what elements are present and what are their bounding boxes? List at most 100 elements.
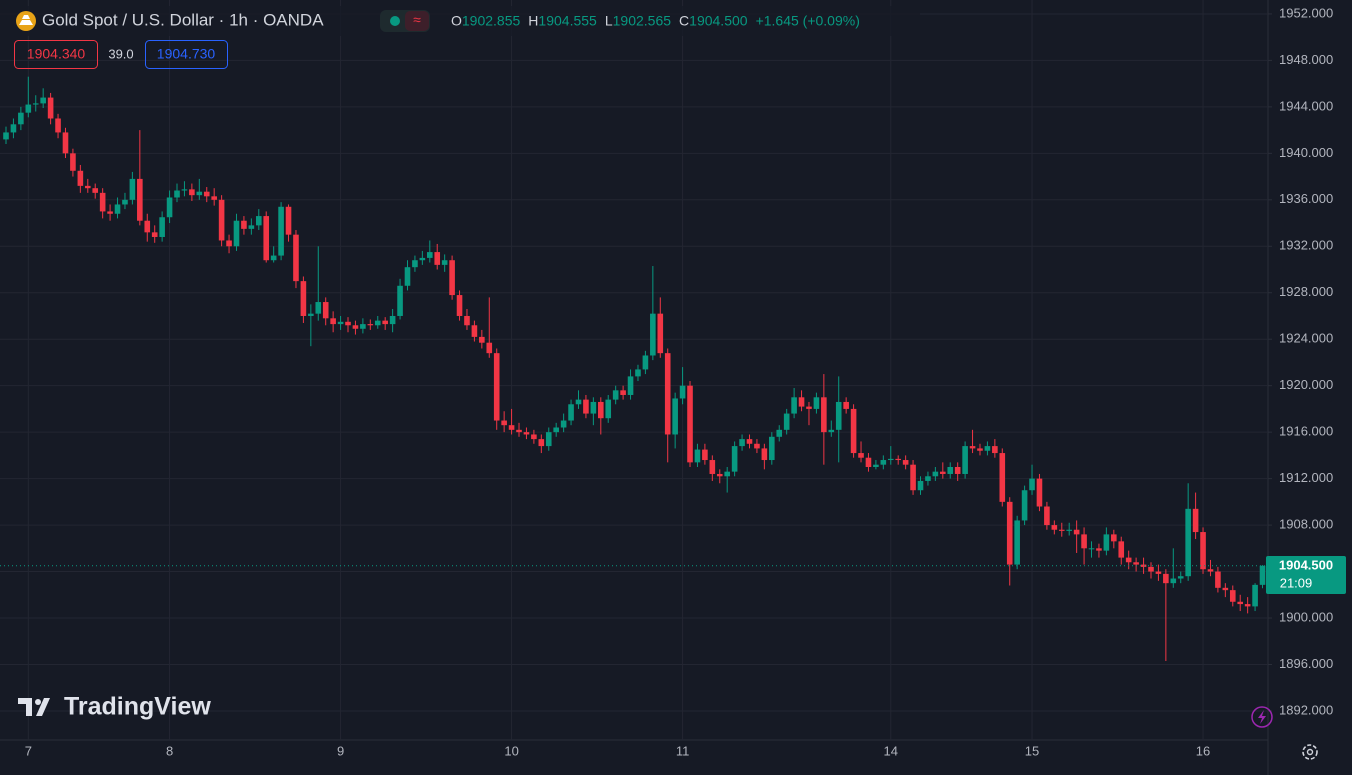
bar-countdown: 21:09 [1280, 575, 1313, 590]
candle-body [464, 315, 470, 326]
candle-body [1029, 478, 1035, 491]
candle-body [835, 401, 842, 430]
candle-body [850, 408, 857, 454]
candle-body [426, 252, 433, 258]
symbol-icon-bars [19, 15, 33, 25]
y-tick-label: 1940.000 [1279, 145, 1333, 160]
candle-body [917, 480, 924, 491]
change: +1.645 (+0.09%) [756, 13, 860, 29]
candle-body [590, 401, 597, 414]
candle-body [92, 188, 99, 193]
candle-body [650, 313, 656, 356]
header-bg [0, 6, 920, 36]
candle-body [25, 104, 32, 113]
candle-body [947, 467, 954, 474]
candle-body [441, 260, 448, 265]
candle-body [1014, 520, 1020, 565]
y-tick-label: 1932.000 [1279, 238, 1333, 253]
candle-body [3, 132, 9, 140]
candle-body [404, 267, 411, 286]
x-tick-label: 9 [337, 743, 344, 758]
candle-body [754, 443, 760, 449]
y-tick-label: 1944.000 [1279, 98, 1333, 113]
settings-icon[interactable] [1302, 744, 1318, 760]
candle-body [1140, 564, 1147, 567]
candle-body [166, 197, 173, 218]
alert-icon[interactable] [1251, 706, 1273, 728]
candle-body [1237, 601, 1244, 605]
candle-body [196, 191, 203, 196]
candle-body [523, 432, 530, 435]
candle-body [308, 313, 314, 316]
candle-body [40, 97, 46, 104]
grid: 1892.0001896.0001900.0001904.0001908.000… [0, 0, 1333, 758]
symbol-title[interactable]: Gold Spot / U.S. Dollar · 1h · OANDA [42, 10, 324, 29]
candle-body [761, 448, 768, 461]
candle-body [486, 342, 493, 354]
sell-box[interactable] [14, 40, 98, 69]
candle-body [672, 398, 678, 435]
candle-body [218, 199, 225, 241]
candle-body [821, 397, 827, 433]
x-tick-label: 16 [1196, 743, 1210, 758]
candle-body [627, 376, 634, 395]
candle-body [1207, 569, 1214, 572]
ask-price[interactable]: 1904.730 [157, 46, 216, 62]
candle-body [798, 397, 805, 407]
candle-body [984, 446, 991, 451]
buy-box[interactable] [145, 40, 228, 69]
ohlc-letter: L [605, 13, 613, 29]
y-tick-label: 1928.000 [1279, 284, 1333, 299]
candle-body [1155, 571, 1162, 574]
candle-body [55, 118, 61, 133]
candle-body [1088, 548, 1095, 550]
candle-body [791, 397, 797, 414]
candle-body [382, 320, 388, 325]
y-tick-label: 1924.000 [1279, 331, 1333, 346]
y-tick-label: 1952.000 [1279, 5, 1333, 20]
candle-body [10, 124, 17, 133]
candle-body [887, 458, 894, 461]
candle-body [18, 112, 24, 125]
candle-body [300, 281, 307, 316]
candle-body [1177, 576, 1184, 579]
candle-body [1073, 529, 1080, 535]
candle-body [1066, 529, 1073, 531]
watermark-logo [18, 698, 50, 716]
candle-body [1200, 532, 1206, 570]
candle-body [501, 420, 507, 426]
candle-body [702, 449, 708, 461]
candle-body [1163, 573, 1169, 584]
last-price-label: 1904.500 [1279, 557, 1333, 572]
candle-body [330, 318, 336, 325]
candle-body [1133, 562, 1139, 565]
bid-price[interactable]: 1904.340 [27, 46, 86, 62]
candle-body [1021, 490, 1028, 521]
candle-body [374, 320, 381, 326]
candle-body [531, 434, 537, 440]
candle-body [865, 457, 872, 468]
candle-body [352, 325, 359, 329]
candle-body [434, 252, 441, 265]
candle-body [47, 97, 54, 119]
candle-body [1058, 529, 1065, 531]
candle-body [620, 390, 626, 395]
x-tick-label: 10 [504, 743, 518, 758]
candles [0, 76, 1268, 662]
candle-body [226, 240, 232, 247]
candle-body [902, 460, 909, 465]
candle-body [709, 460, 716, 474]
ohlc-letter: H [528, 13, 538, 29]
y-tick-label: 1896.000 [1279, 656, 1333, 671]
candle-body [516, 429, 522, 433]
candle-body [84, 185, 91, 189]
candle-body [322, 302, 329, 319]
candle-body [70, 153, 76, 171]
candle-body [642, 355, 649, 370]
candle-body [664, 353, 671, 435]
candle-body [806, 406, 812, 409]
last-price-badge [1266, 556, 1346, 594]
candle-body [137, 178, 143, 221]
candle-body [367, 324, 374, 326]
